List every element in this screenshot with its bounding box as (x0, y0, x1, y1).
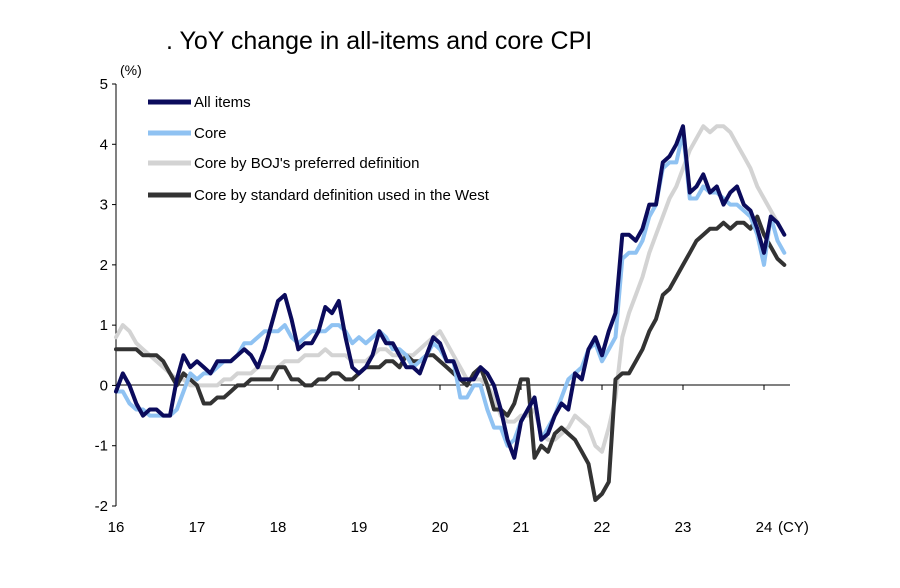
x-tick-label: 23 (675, 519, 692, 536)
x-tick-label: 19 (351, 519, 368, 536)
x-axis-unit: (CY) (778, 519, 809, 536)
legend: All items Core Core by BOJ's preferred def… (148, 94, 490, 204)
series-line-core-boj-definition (114, 124, 787, 454)
legend-label-core-standard-definition: Core by standard definition used in the … (194, 187, 490, 204)
x-tick-label: 17 (189, 519, 206, 536)
y-tick-label: 2 (100, 257, 108, 274)
x-tick-label: 22 (594, 519, 611, 536)
x-axis-ticks: 16 17 18 19 20 21 22 23 24 (108, 385, 773, 536)
y-tick-label: -1 (95, 438, 108, 455)
series-line-core-standard-definition (114, 214, 787, 502)
chart-title: . YoY change in all-items and core CPI (166, 27, 592, 55)
y-tick-label: -2 (95, 498, 108, 515)
x-tick-label: 21 (513, 519, 530, 536)
x-tick-label: 20 (432, 519, 449, 536)
y-tick-label: 5 (100, 76, 108, 93)
x-tick-label: 16 (108, 519, 125, 536)
x-tick-label: 24 (756, 519, 773, 536)
legend-label-all-items: All items (194, 94, 251, 111)
y-tick-label: 1 (100, 317, 108, 334)
y-axis-ticks: 5 4 3 2 1 0 -1 -2 (95, 76, 116, 515)
series-line-all-items (114, 124, 787, 460)
series-lines (114, 124, 787, 502)
x-tick-label: 18 (270, 519, 287, 536)
legend-label-core-boj-definition: Core by BOJ's preferred definition (194, 155, 419, 172)
y-axis-unit: (%) (120, 62, 142, 78)
y-tick-label: 4 (100, 136, 108, 153)
legend-label-core: Core (194, 125, 227, 142)
y-tick-label: 0 (100, 377, 108, 394)
y-tick-label: 3 (100, 197, 108, 214)
